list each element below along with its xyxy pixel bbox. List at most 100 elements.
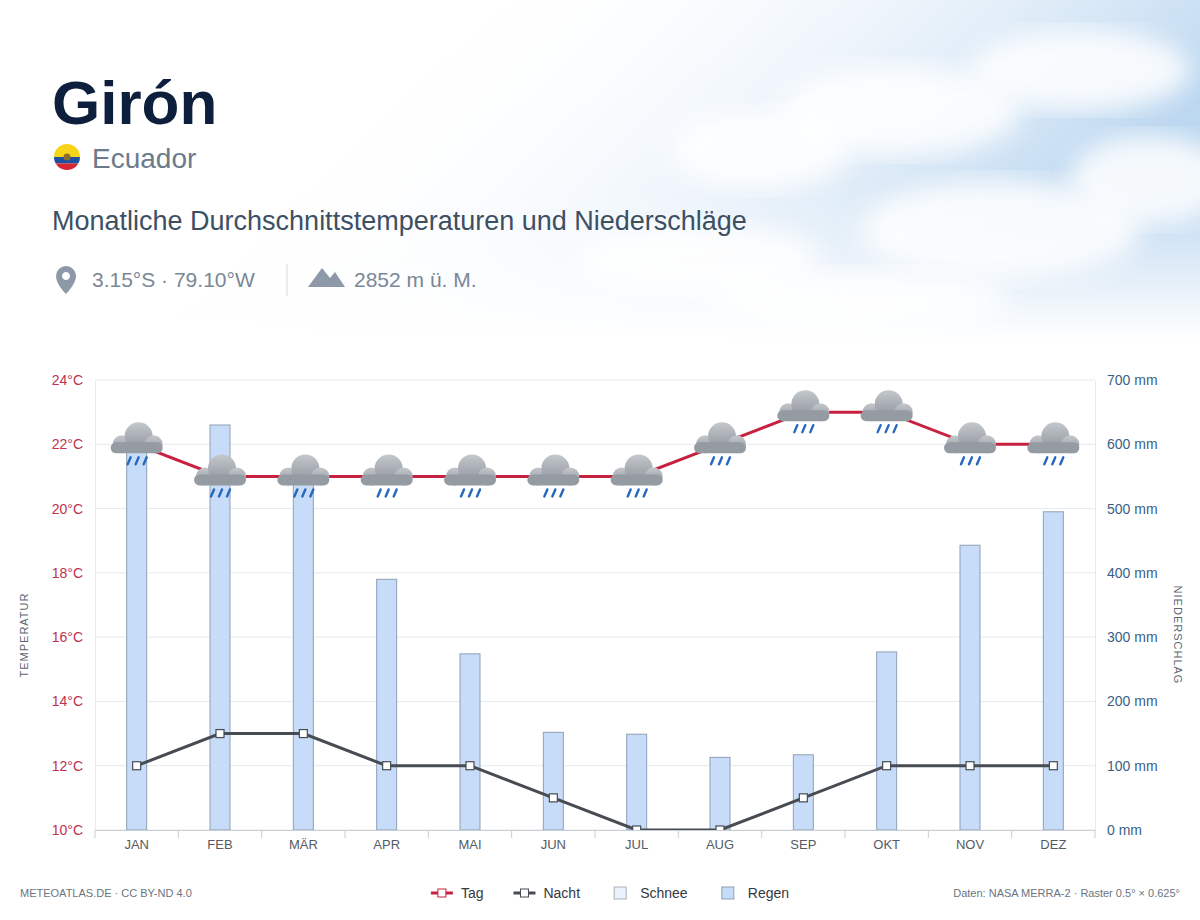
x-tick: FEB: [207, 830, 232, 852]
y-tick: 24°C: [52, 372, 95, 388]
x-tick-label: FEB: [207, 837, 232, 852]
weather-icon: [777, 390, 829, 432]
bar: [793, 755, 813, 830]
y-axis-title: TEMPERATUR: [18, 593, 30, 678]
bar: [377, 579, 397, 580]
x-tick: MÄR: [289, 830, 318, 852]
bar: [710, 757, 730, 758]
y2-tick-label: 500 mm: [1107, 501, 1158, 517]
y2-tick: 100 mm: [1095, 758, 1158, 774]
y2-axis: 0 mm100 mm200 mm300 mm400 mm500 mm600 mm…: [1095, 372, 1158, 838]
marker: [466, 762, 474, 770]
y-tick-label: 24°C: [52, 372, 83, 388]
marker: [633, 826, 641, 830]
y2-axis-line: [1095, 381, 1096, 831]
x-separator: [845, 830, 846, 838]
y-tick-label: 18°C: [52, 565, 83, 581]
marker: [383, 762, 391, 770]
y-tick: 22°C: [52, 436, 95, 452]
bar: [293, 464, 313, 830]
legend-item: Nacht: [513, 885, 580, 901]
x-tick: JUN: [541, 830, 566, 852]
x-tick: APR: [373, 830, 400, 852]
grid-line: [95, 701, 1095, 702]
y-axis-line: [95, 381, 96, 831]
weather-icon: [611, 454, 663, 496]
weather-icon: [944, 422, 996, 464]
sky: [0, 0, 1200, 340]
weather-icon: [277, 454, 329, 496]
x-separators: [95, 830, 1095, 838]
x-separator: [428, 830, 429, 838]
legend-label: Regen: [748, 885, 789, 901]
y-axis: 10°C12°C14°C16°C18°C20°C22°C24°C: [52, 372, 96, 838]
x-tick-label: APR: [373, 837, 400, 852]
x-tick: MAI: [458, 830, 481, 852]
y2-tick: 400 mm: [1095, 565, 1158, 581]
legend-symbol: [438, 889, 446, 897]
coordinates: 3.15°S · 79.10°W: [92, 268, 255, 291]
y2-tick-label: 600 mm: [1107, 436, 1158, 452]
marker: [216, 730, 224, 738]
y-tick: 12°C: [52, 758, 95, 774]
x-tick: NOV: [956, 830, 985, 852]
grid-line: [95, 380, 1095, 381]
legend-symbol: [614, 887, 626, 899]
x-tick-label: OKT: [873, 837, 900, 852]
bar: [627, 734, 647, 735]
x-tick-label: SEP: [790, 837, 816, 852]
bar: [460, 653, 480, 654]
weather-icon: [527, 454, 579, 496]
line: [137, 734, 1054, 830]
legend-label: Tag: [461, 885, 484, 901]
elevation: 2852 m ü. M.: [354, 268, 477, 291]
weather-icon: [111, 422, 163, 464]
y-tick: 10°C: [52, 822, 95, 838]
y-tick: 18°C: [52, 565, 95, 581]
heading: Monatliche Durchschnittstemperaturen und…: [52, 206, 747, 236]
bar: [627, 734, 647, 830]
y2-tick: 0 mm: [1095, 822, 1142, 838]
x-tick: AUG: [706, 830, 734, 852]
weather-icon: [194, 454, 246, 496]
title: Girón: [52, 68, 217, 137]
y-tick-label: 10°C: [52, 822, 83, 838]
separator: [287, 264, 288, 296]
x-tick: JUL: [625, 830, 648, 852]
marker: [549, 794, 557, 802]
bar: [127, 451, 147, 830]
x-tick-label: JUN: [541, 837, 566, 852]
flag: [54, 144, 80, 170]
bar: [877, 651, 897, 652]
marker: [966, 762, 974, 770]
weather-icons: [111, 390, 1080, 496]
x-separator: [595, 830, 596, 838]
x-tick-label: MÄR: [289, 837, 318, 852]
bar: [543, 732, 563, 733]
weather-icon: [694, 422, 746, 464]
y-tick: 20°C: [52, 501, 95, 517]
x-separator: [1011, 830, 1012, 838]
x-tick-label: JUL: [625, 837, 648, 852]
credit: METEOATLAS.DE · CC BY-ND 4.0: [20, 887, 192, 899]
x-separator: [678, 830, 679, 838]
marker: [1049, 762, 1057, 770]
marker: [716, 826, 724, 830]
marker: [133, 762, 141, 770]
bar: [710, 757, 730, 830]
grid-line: [95, 572, 1095, 573]
bar: [210, 425, 230, 426]
x-tick-label: NOV: [956, 837, 985, 852]
y2-tick: 500 mm: [1095, 501, 1158, 517]
legend-label: Schnee: [640, 885, 688, 901]
grid: [95, 380, 1095, 830]
marker: [799, 794, 807, 802]
grid-line: [95, 508, 1095, 509]
marker: [299, 730, 307, 738]
x-axis: JAN FEB MÄR APR MAI JUN JUL AUG SEP OKT NOV DEZ: [96, 830, 1096, 852]
x-tick: JAN: [124, 830, 149, 852]
weather-icon: [861, 390, 913, 432]
legend-symbol: [722, 887, 734, 899]
x-tick-label: DEZ: [1040, 837, 1066, 852]
x-separator: [95, 830, 96, 838]
